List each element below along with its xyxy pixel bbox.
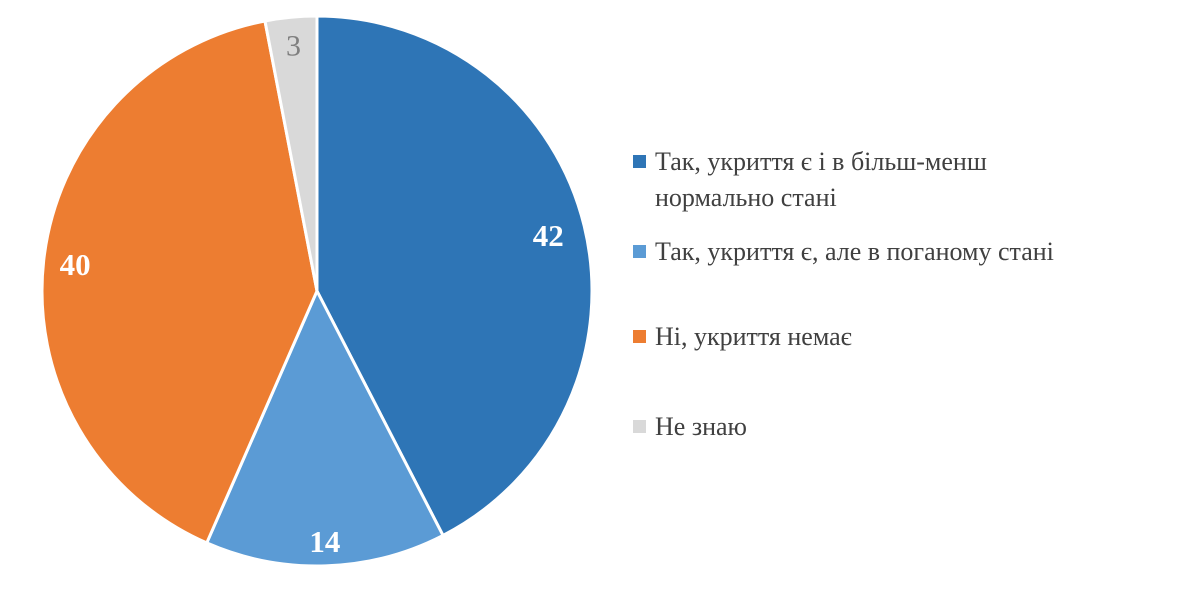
legend-item: Так, укриття є і в більш-менш нормально с… bbox=[633, 144, 1163, 216]
legend-swatch-icon bbox=[633, 330, 646, 343]
pie-slice-4 bbox=[263, 14, 319, 293]
pie-slice-2 bbox=[205, 289, 445, 568]
chart-legend: Так, укриття є і в більш-менш нормально с… bbox=[633, 144, 1163, 445]
pie-slice-label: 14 bbox=[309, 524, 340, 559]
legend-item-label: Не знаю bbox=[655, 412, 747, 441]
pie-slice-label: 40 bbox=[60, 247, 91, 282]
legend-item: Так, укриття є, але в поганому стані bbox=[633, 234, 1163, 270]
legend-item: Не знаю bbox=[633, 409, 1163, 445]
pie-slice-label: 3 bbox=[286, 30, 301, 63]
legend-item-label: Так, укриття є, але в поганому стані bbox=[655, 237, 1054, 266]
pie-slice-label: 42 bbox=[533, 218, 564, 253]
legend-swatch-icon bbox=[633, 245, 646, 258]
pie-slice-3 bbox=[40, 19, 319, 545]
legend-swatch-icon bbox=[633, 420, 646, 433]
pie-slice-1 bbox=[315, 14, 594, 537]
legend-swatch-icon bbox=[633, 155, 646, 168]
legend-item: Ні, укриття немає bbox=[633, 319, 1163, 355]
legend-item-label: Так, укриття є і в більш-менш нормально с… bbox=[655, 147, 987, 212]
legend-item-label: Ні, укриття немає bbox=[655, 322, 852, 351]
